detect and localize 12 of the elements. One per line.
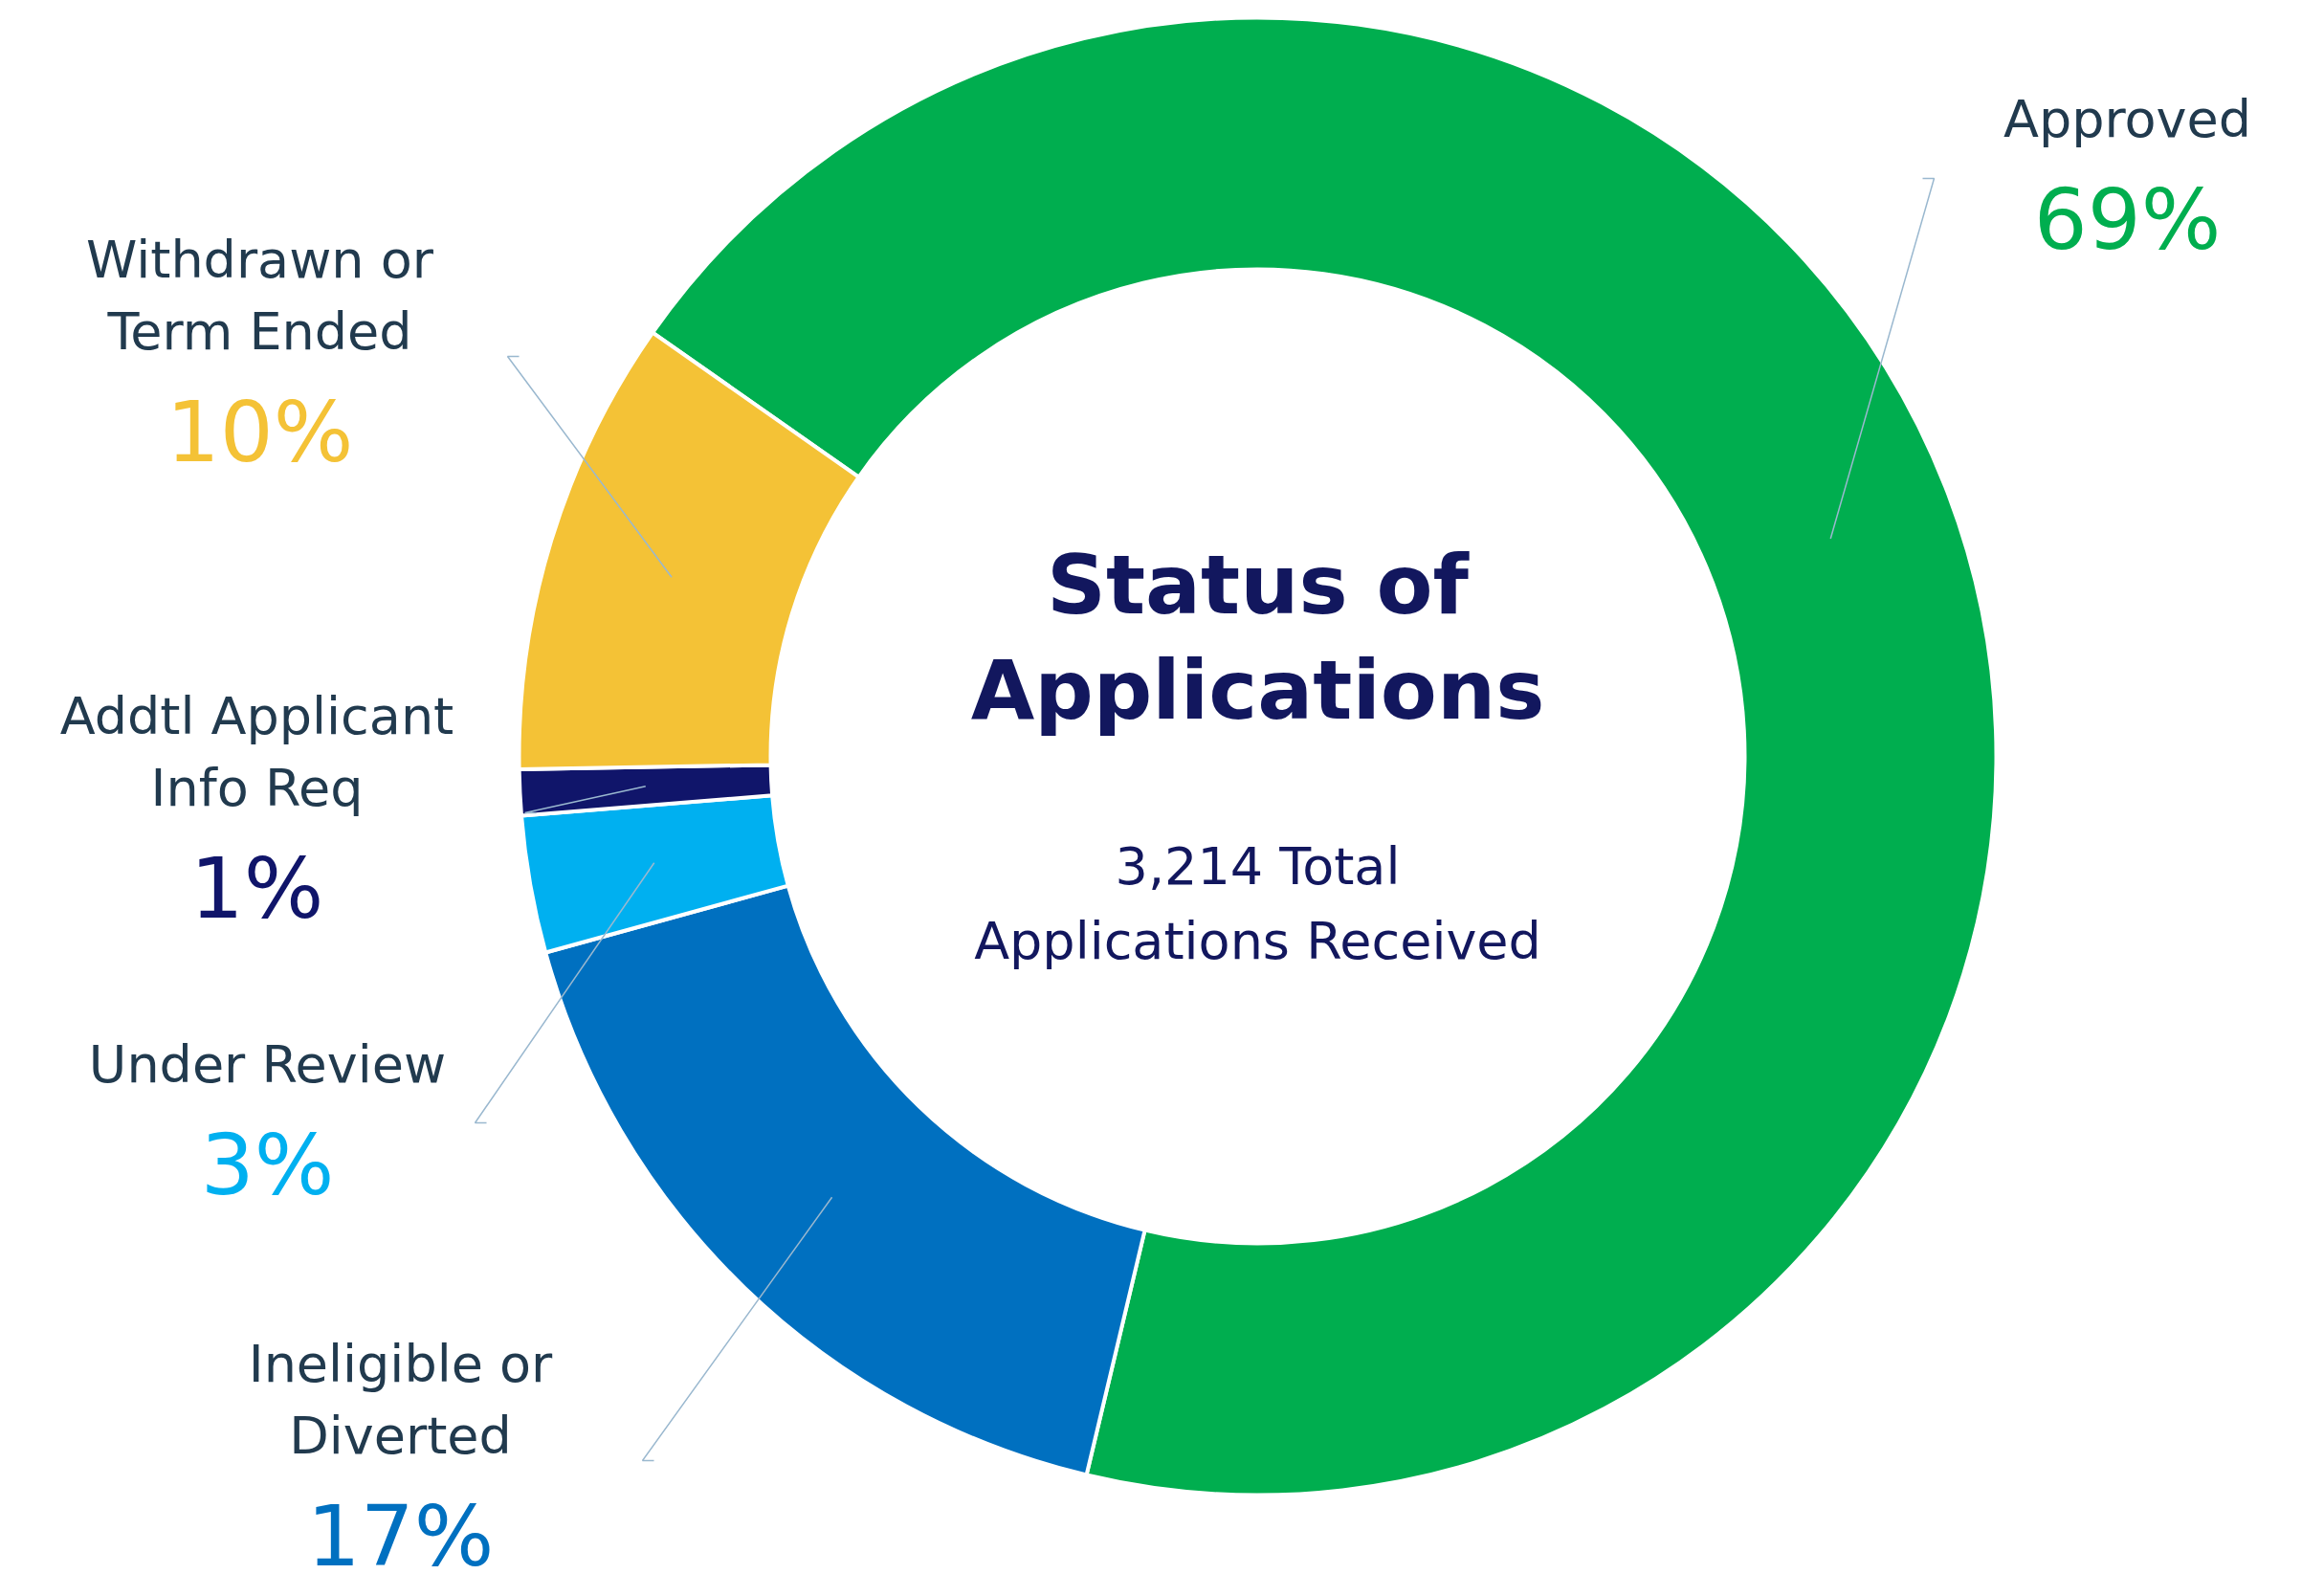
- data-label: 69%: [2033, 170, 2222, 269]
- slice-label: Approved: [2003, 89, 2252, 149]
- text: 3,214 Total Applications Received: [974, 836, 1541, 971]
- data-label: 3%: [200, 1116, 335, 1214]
- text: Status of Applications: [970, 536, 1545, 738]
- data-label: 1%: [189, 839, 324, 938]
- slice-label: Addtl Applicant Info Req: [59, 686, 454, 818]
- data-label: 10%: [166, 383, 354, 481]
- data-label: 17%: [306, 1487, 495, 1574]
- slice-label: Withdrawn or Term Ended: [86, 230, 434, 362]
- slice-label: Ineligible or Diverted: [248, 1334, 554, 1466]
- slice-label: Under Review: [88, 1034, 447, 1095]
